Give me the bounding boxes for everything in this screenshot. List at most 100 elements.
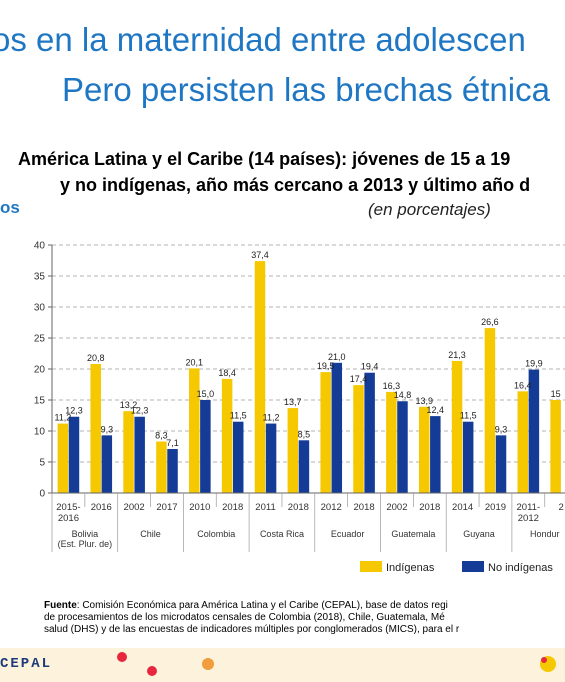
bar-indigenas	[57, 423, 69, 493]
bar-indigenas	[386, 391, 397, 493]
year-tick-label: 2016	[91, 502, 112, 513]
bar-no-indigenas	[68, 416, 80, 493]
country-label: (Est. Plur. de)	[58, 539, 113, 549]
value-label-indigenas: 8,3	[155, 431, 168, 441]
bar-no-indigenas	[397, 401, 408, 493]
bar-indigenas	[123, 411, 134, 493]
bar-indigenas	[550, 400, 561, 493]
year-tick-label: 2018	[419, 502, 440, 513]
value-label-indigenas: 16,4	[514, 380, 532, 390]
slide-title-line-1: os en la maternidad entre adolescen	[0, 21, 526, 58]
year-tick-label: 2012	[321, 502, 342, 513]
decor-dot	[117, 652, 127, 662]
value-label-indigenas: 13,7	[284, 397, 302, 407]
y-tick-label: 35	[34, 272, 46, 283]
bar-indigenas	[287, 408, 299, 493]
bar-no-indigenas	[462, 421, 474, 493]
value-label-indigenas: 37,4	[251, 250, 269, 260]
decor-dot	[541, 657, 547, 663]
value-label-no-indigenas: 11,5	[230, 411, 247, 421]
value-label-indigenas: 19,5	[317, 361, 335, 371]
source-line-2: de procesamientos de los microdatos cens…	[44, 612, 445, 623]
country-label: Guyana	[463, 529, 495, 539]
year-tick-label: 2018	[288, 502, 309, 513]
value-label-no-indigenas: 11,5	[460, 411, 477, 421]
value-label-no-indigenas: 7,1	[166, 438, 179, 448]
slide-title-line-2: Pero persisten las brechas étnica	[62, 71, 550, 108]
chart-unit: (en porcentajes)	[368, 200, 491, 219]
value-label-no-indigenas: 8,5	[298, 429, 311, 439]
year-tick-label: 2	[559, 502, 564, 513]
bar-no-indigenas	[200, 400, 211, 493]
value-label-indigenas: 26,6	[481, 317, 499, 327]
legend-swatch-no-indigenas	[462, 561, 484, 572]
source-line-1: : Comisión Económica para América Latina…	[76, 600, 448, 611]
source-note: Fuente: Comisión Económica para América …	[44, 600, 565, 636]
bar-no-indigenas	[364, 372, 375, 493]
value-label-no-indigenas: 12,3	[131, 406, 149, 416]
value-label-indigenas: 21,3	[448, 350, 466, 360]
value-label-no-indigenas: 12,3	[65, 406, 83, 416]
source-line-3: salud (DHS) y de las encuestas de indica…	[44, 624, 460, 635]
year-tick-label: 2017	[156, 502, 177, 513]
bar-indigenas	[90, 364, 101, 493]
value-label-indigenas: 16,3	[383, 381, 401, 391]
year-tick-label: 2012	[518, 513, 539, 524]
y-tick-label: 10	[34, 427, 46, 438]
year-tick-label: 2016	[58, 513, 79, 524]
footer-decoration	[117, 652, 556, 676]
bar-no-indigenas	[430, 416, 441, 493]
bar-indigenas	[156, 441, 167, 493]
bar-no-indigenas	[232, 421, 244, 493]
year-tick-label: 2014	[452, 502, 473, 513]
value-label-no-indigenas: 21,0	[328, 352, 346, 362]
country-label: Hondur	[530, 529, 560, 539]
bar-no-indigenas	[298, 440, 310, 493]
decor-dot	[147, 666, 157, 676]
bar-indigenas	[189, 368, 200, 493]
year-tick-label: 2002	[386, 502, 407, 513]
footer-bar: CEPAL	[0, 648, 565, 682]
year-tick-label: 2018	[354, 502, 375, 513]
value-label-indigenas: 15	[551, 389, 561, 399]
cepal-logo: CEPAL	[0, 656, 53, 672]
bar-no-indigenas	[134, 416, 145, 493]
chart-legend: Indígenas No indígenas	[360, 561, 553, 574]
bar-no-indigenas	[167, 448, 178, 493]
bar-no-indigenas	[331, 362, 343, 493]
bar-indigenas	[320, 372, 331, 493]
year-tick-label: 2018	[222, 502, 243, 513]
year-tick-label: 2015-	[56, 502, 80, 513]
year-tick-label: 2011-	[517, 502, 541, 513]
value-labels: 11,212,320,89,313,212,38,37,120,115,018,…	[54, 250, 560, 448]
legend-swatch-indigenas	[360, 561, 382, 572]
year-tick-label: 2002	[124, 502, 145, 513]
country-label: Guatemala	[391, 529, 435, 539]
y-tick-label: 20	[34, 365, 46, 376]
value-label-no-indigenas: 19,9	[525, 359, 543, 369]
country-label: Chile	[140, 529, 161, 539]
value-label-no-indigenas: 12,4	[427, 405, 445, 415]
bar-indigenas	[353, 385, 364, 493]
bar-indigenas	[517, 391, 529, 493]
bar-indigenas	[484, 328, 496, 493]
value-label-no-indigenas: 9,3	[495, 424, 508, 434]
value-label-indigenas: 20,8	[87, 353, 105, 363]
bar-no-indigenas	[495, 435, 507, 493]
bar-indigenas	[451, 360, 463, 493]
chart-bars	[57, 261, 561, 493]
value-label-no-indigenas: 15,0	[197, 389, 215, 399]
country-label: Bolivia	[72, 529, 99, 539]
y-tick-label: 5	[39, 458, 45, 469]
year-tick-label: 2010	[189, 502, 210, 513]
value-label-no-indigenas: 9,3	[101, 424, 114, 434]
bar-indigenas	[418, 406, 430, 493]
year-tick-label: 2019	[485, 502, 506, 513]
source-label: Fuente	[44, 600, 77, 611]
bar-indigenas	[254, 261, 266, 493]
country-label: Costa Rica	[260, 529, 304, 539]
value-label-indigenas: 17,4	[350, 374, 368, 384]
legend-label-indigenas: Indígenas	[386, 562, 435, 574]
